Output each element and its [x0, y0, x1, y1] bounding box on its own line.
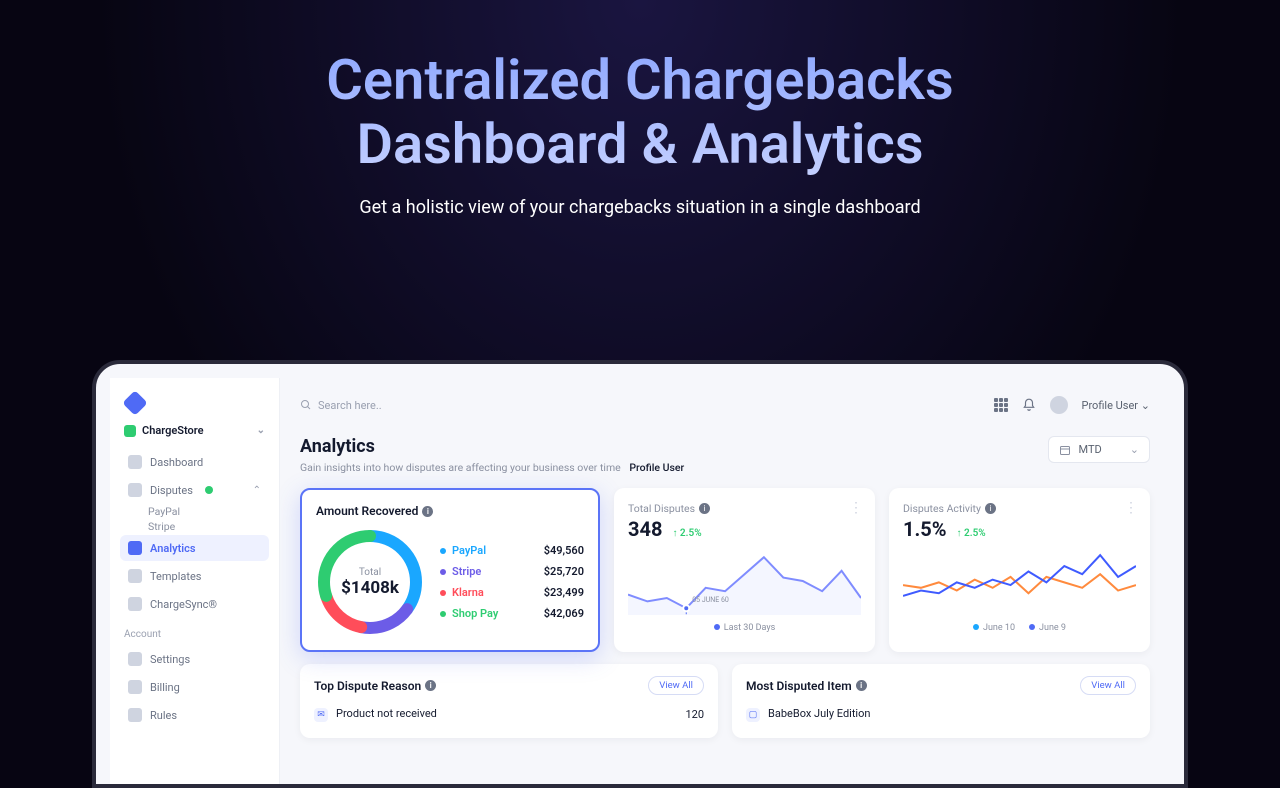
sidebar-item-analytics[interactable]: Analytics — [120, 535, 269, 561]
profile-link[interactable]: Profile User — [629, 461, 684, 474]
card-total-disputes: ⋮ Total Disputes i 348 ↑ 2.5% 05 JUNE 60… — [614, 488, 875, 652]
card-title: Most Disputed Item i — [746, 679, 867, 693]
view-all-button[interactable]: View All — [1080, 676, 1136, 695]
sidebar-item-rules[interactable]: Rules — [120, 702, 269, 728]
chevron-up-icon: ⌃ — [253, 485, 261, 496]
sidebar-item-templates[interactable]: Templates — [120, 563, 269, 589]
metric-delta: ↑ 2.5% — [957, 528, 986, 539]
sidebar-sub-paypal[interactable]: PayPal — [120, 505, 269, 518]
activity-chart — [903, 547, 1136, 615]
page-title: Analytics — [300, 436, 684, 457]
billing-icon — [128, 680, 142, 694]
list-item[interactable]: ▢BabeBox July Edition — [746, 703, 1136, 726]
screen: ChargeStore ⌄ Dashboard Disputes ⌃ PayPa… — [110, 378, 1170, 784]
info-icon[interactable]: i — [985, 503, 996, 514]
view-all-button[interactable]: View All — [648, 676, 704, 695]
sidebar-item-disputes[interactable]: Disputes ⌃ — [120, 477, 269, 503]
hero-subtitle: Get a holistic view of your chargebacks … — [0, 197, 1280, 218]
info-icon[interactable]: i — [422, 506, 433, 517]
card-most-disputed-item: Most Disputed Item i View All ▢BabeBox J… — [732, 664, 1150, 738]
chevron-down-icon: ⌄ — [1130, 443, 1139, 456]
period-selector[interactable]: MTD ⌄ — [1048, 436, 1150, 463]
svg-text:05 JUNE 60: 05 JUNE 60 — [692, 596, 729, 604]
sidebar-item-label: Dashboard — [150, 456, 203, 469]
apps-icon[interactable] — [994, 398, 1008, 412]
donut-chart: Total $1408k — [316, 528, 424, 636]
analytics-icon — [128, 541, 142, 555]
logo-icon — [122, 390, 147, 415]
calendar-icon — [1059, 444, 1071, 456]
chevron-down-icon: ⌄ — [257, 425, 265, 436]
info-icon[interactable]: i — [856, 680, 867, 691]
store-selector[interactable]: ChargeStore ⌄ — [124, 424, 265, 437]
sidebar-item-label: Settings — [150, 653, 190, 666]
notification-badge — [205, 486, 213, 494]
metric-value: 348 — [628, 517, 662, 541]
gear-icon — [128, 652, 142, 666]
list-item[interactable]: ✉Product not received 120 — [314, 703, 704, 726]
hero-title: Centralized Chargebacks Dashboard & Anal… — [0, 48, 1280, 177]
card-disputes-activity: ⋮ Disputes Activity i 1.5% ↑ 2.5% June 1… — [889, 488, 1150, 652]
page-header: Analytics Gain insights into how dispute… — [300, 436, 1150, 474]
card-amount-recovered: Amount Recovered i Total $1408k PayPal$4… — [300, 488, 600, 652]
card-label: Disputes Activity i — [903, 502, 1136, 515]
chart-legend: Last 30 Days — [628, 623, 861, 633]
more-icon[interactable]: ⋮ — [849, 500, 863, 516]
search-placeholder: Search here.. — [318, 399, 382, 412]
device-frame: ChargeStore ⌄ Dashboard Disputes ⌃ PayPa… — [92, 360, 1188, 788]
store-icon — [124, 425, 136, 437]
disputes-chart: 05 JUNE 60 — [628, 547, 861, 615]
sidebar-item-label: Disputes — [150, 484, 193, 497]
sidebar-item-label: Billing — [150, 681, 180, 694]
info-icon[interactable]: i — [425, 680, 436, 691]
sidebar-item-dashboard[interactable]: Dashboard — [120, 449, 269, 475]
info-icon[interactable]: i — [699, 503, 710, 514]
sidebar-item-settings[interactable]: Settings — [120, 646, 269, 672]
disputes-icon — [128, 483, 142, 497]
card-title: Top Dispute Reason i — [314, 679, 436, 693]
donut-center-value: $1408k — [341, 578, 399, 598]
sidebar: ChargeStore ⌄ Dashboard Disputes ⌃ PayPa… — [110, 378, 280, 784]
search-icon — [300, 399, 312, 411]
sidebar-item-billing[interactable]: Billing — [120, 674, 269, 700]
chart-legend: June 10 June 9 — [903, 623, 1136, 633]
store-name: ChargeStore — [142, 424, 204, 437]
card-label: Total Disputes i — [628, 502, 861, 515]
sidebar-item-label: Templates — [150, 570, 201, 583]
search-input[interactable]: Search here.. — [300, 399, 382, 412]
sidebar-item-label: Analytics — [150, 542, 196, 555]
sync-icon — [128, 597, 142, 611]
main-content: Search here.. Profile User ⌄ Analytics G… — [280, 378, 1170, 784]
card-top-dispute-reason: Top Dispute Reason i View All ✉Product n… — [300, 664, 718, 738]
avatar[interactable] — [1050, 396, 1068, 414]
donut-legend: PayPal$49,560Stripe$25,720Klarna$23,499S… — [440, 540, 584, 624]
metric-value: 1.5% — [903, 517, 947, 541]
page-description: Gain insights into how disputes are affe… — [300, 461, 684, 474]
sidebar-item-chargesync[interactable]: ChargeSync® — [120, 591, 269, 617]
card-title: Amount Recovered i — [316, 504, 584, 518]
topbar: Search here.. Profile User ⌄ — [300, 390, 1150, 420]
dashboard-icon — [128, 455, 142, 469]
sidebar-sub-stripe[interactable]: Stripe — [120, 520, 269, 533]
list-count: 120 — [685, 708, 704, 721]
period-value: MTD — [1079, 443, 1102, 456]
bell-icon[interactable] — [1022, 398, 1036, 412]
metric-delta: ↑ 2.5% — [672, 528, 701, 539]
templates-icon — [128, 569, 142, 583]
profile-menu[interactable]: Profile User ⌄ — [1082, 399, 1151, 412]
sidebar-item-label: ChargeSync® — [150, 598, 217, 611]
more-icon[interactable]: ⋮ — [1124, 500, 1138, 516]
account-section-label: Account — [124, 629, 265, 640]
donut-center-label: Total — [359, 567, 381, 578]
